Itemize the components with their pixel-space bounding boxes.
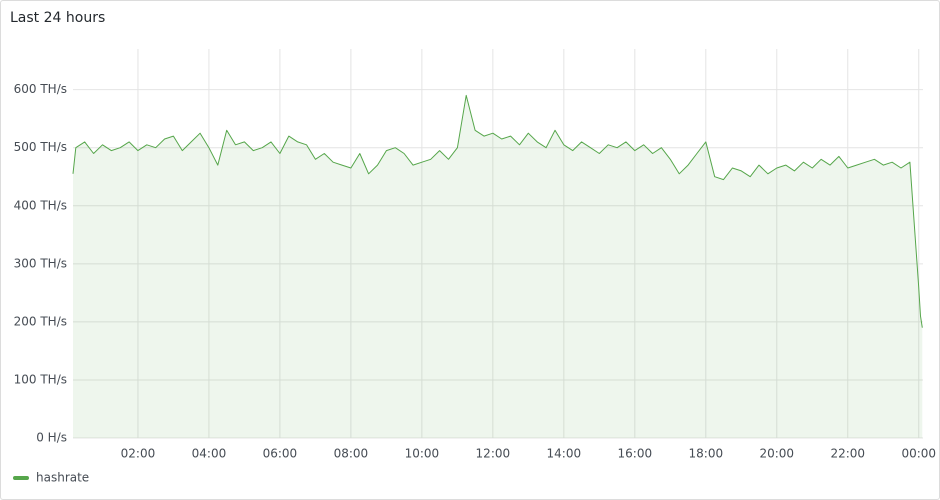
y-tick-label: 500 TH/s (14, 140, 67, 154)
x-tick-label: 06:00 (263, 447, 298, 461)
x-tick-label: 10:00 (405, 447, 440, 461)
x-tick-label: 20:00 (759, 447, 794, 461)
y-tick-label: 300 TH/s (14, 256, 67, 270)
legend-label: hashrate (36, 471, 89, 485)
x-tick-label: 22:00 (830, 447, 865, 461)
x-tick-label: 04:00 (192, 447, 227, 461)
x-tick-label: 02:00 (121, 447, 156, 461)
panel-title: Last 24 hours (10, 10, 105, 26)
y-tick-label: 400 TH/s (14, 198, 67, 212)
area-fill (73, 95, 923, 439)
y-tick-label: 200 TH/s (14, 314, 67, 328)
series-line (72, 94, 923, 328)
x-tick-label: 12:00 (476, 447, 511, 461)
x-tick-label: 08:00 (334, 447, 369, 461)
x-tick-label: 16:00 (618, 447, 653, 461)
y-tick-label: 0 H/s (36, 431, 67, 445)
y-tick-label: 100 TH/s (14, 372, 67, 386)
x-tick-label: 00:00 (901, 447, 936, 461)
y-tick-label: 600 TH/s (14, 82, 67, 96)
x-tick-label: 18:00 (689, 447, 724, 461)
x-tick-label: 14:00 (547, 447, 582, 461)
